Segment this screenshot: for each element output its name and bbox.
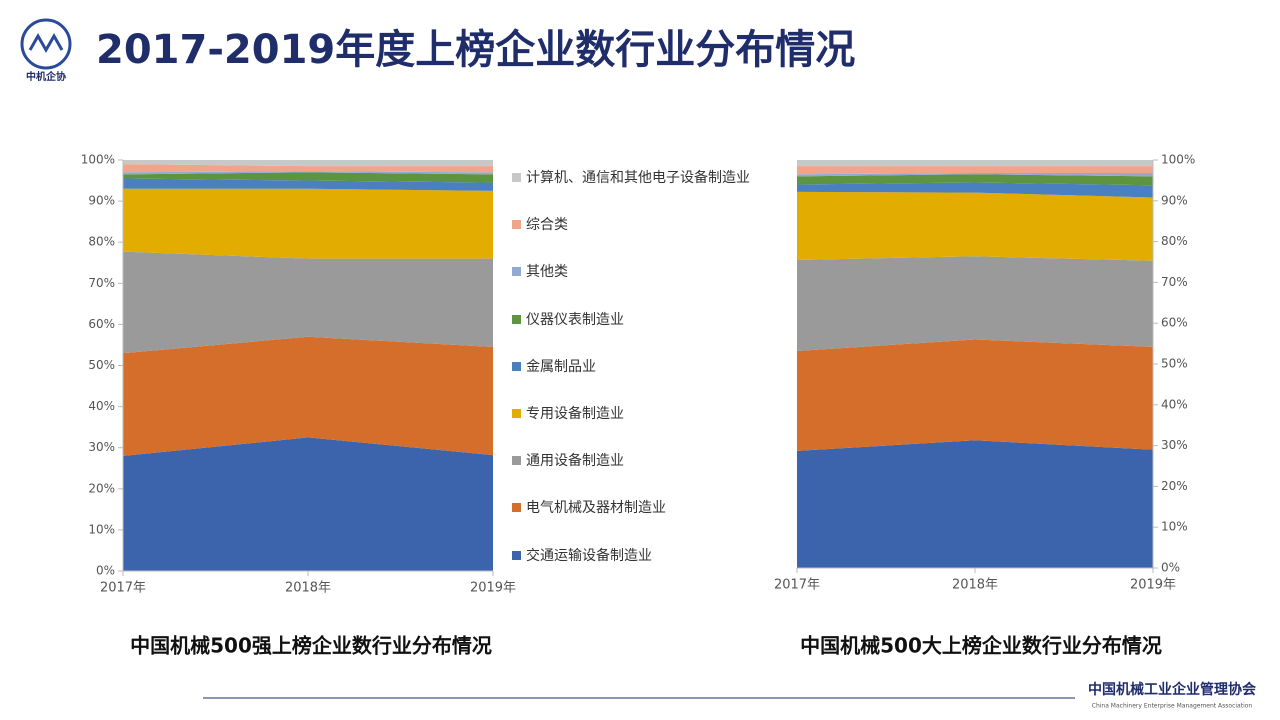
y-tick-label: 80% bbox=[1161, 234, 1188, 248]
legend-label: 通用设备制造业 bbox=[526, 453, 624, 470]
y-tick-label: 60% bbox=[1161, 316, 1188, 330]
logo-mark bbox=[28, 32, 64, 54]
y-tick-label: 10% bbox=[88, 522, 115, 536]
x-tick-label: 2019年 bbox=[470, 581, 516, 596]
logo: 中机企协 bbox=[20, 18, 72, 83]
area bbox=[797, 440, 1153, 568]
area bbox=[797, 339, 1153, 451]
y-tick-label: 20% bbox=[1161, 479, 1188, 493]
area bbox=[797, 256, 1153, 351]
y-tick-label: 80% bbox=[88, 235, 115, 249]
y-tick-label: 40% bbox=[1161, 397, 1188, 411]
legend-item: 金属制品业 bbox=[510, 353, 758, 381]
y-tick-label: 90% bbox=[1161, 193, 1188, 207]
y-tick-label: 0% bbox=[96, 564, 115, 578]
chart-title: 中国机械500强上榜企业数行业分布情况 bbox=[130, 634, 492, 658]
slide-title: 2017-2019年度上榜企业数行业分布情况 bbox=[96, 27, 855, 73]
x-tick-label: 2019年 bbox=[1130, 578, 1176, 593]
area bbox=[123, 188, 493, 259]
area bbox=[797, 191, 1153, 261]
y-tick-label: 70% bbox=[1161, 275, 1188, 289]
area bbox=[123, 171, 493, 175]
y-tick-label: 30% bbox=[88, 440, 115, 454]
legend-swatch bbox=[512, 220, 521, 230]
legend-item: 通用设备制造业 bbox=[510, 447, 758, 475]
legend-label: 其他类 bbox=[526, 264, 568, 281]
legend-swatch bbox=[512, 550, 521, 560]
area bbox=[797, 182, 1153, 198]
legend-label: 综合类 bbox=[526, 217, 568, 234]
area bbox=[123, 160, 493, 167]
legend-label: 专用设备制造业 bbox=[526, 406, 624, 422]
x-tick-label: 2018年 bbox=[285, 581, 331, 596]
legend-swatch bbox=[512, 361, 521, 371]
y-tick-label: 70% bbox=[88, 276, 115, 290]
legend-label: 交通运输设备制造业 bbox=[526, 547, 652, 564]
legend-label: 计算机、通信和其他电子设备制造业 bbox=[526, 170, 750, 186]
y-tick-label: 100% bbox=[1161, 153, 1195, 167]
chart-title: 中国机械500大上榜企业数行业分布情况 bbox=[800, 634, 1162, 658]
y-tick-label: 60% bbox=[88, 317, 115, 331]
legend-item: 专用设备制造业 bbox=[510, 400, 758, 428]
legend-item: 交通运输设备制造业 bbox=[510, 542, 758, 570]
legend-swatch bbox=[512, 409, 521, 418]
legend-item: 仪器仪表制造业 bbox=[510, 306, 758, 334]
area bbox=[123, 164, 493, 173]
area bbox=[797, 174, 1153, 186]
x-tick-label: 2018年 bbox=[952, 578, 998, 593]
area bbox=[123, 336, 493, 456]
area bbox=[123, 251, 493, 354]
area bbox=[797, 160, 1153, 167]
legend-item: 电气机械及器材制造业 bbox=[510, 494, 758, 522]
legend-swatch bbox=[512, 456, 521, 466]
legend-swatch bbox=[512, 314, 521, 324]
y-tick-label: 0% bbox=[1161, 561, 1180, 575]
area bbox=[123, 172, 493, 183]
legend-swatch bbox=[512, 267, 521, 277]
legend-swatch bbox=[512, 173, 521, 182]
legend-item: 综合类 bbox=[510, 211, 758, 239]
x-tick-label: 2017年 bbox=[100, 581, 146, 596]
legend-item: 计算机、通信和其他电子设备制造业 bbox=[510, 164, 758, 192]
y-tick-label: 50% bbox=[1161, 357, 1188, 371]
y-tick-label: 30% bbox=[1161, 438, 1188, 452]
y-tick-label: 50% bbox=[88, 358, 115, 372]
x-tick-label: 2017年 bbox=[774, 578, 820, 593]
legend-label: 金属制品业 bbox=[526, 358, 596, 375]
logo-text: 中机企协 bbox=[26, 70, 66, 83]
legend-label: 仪器仪表制造业 bbox=[526, 311, 624, 328]
y-tick-label: 20% bbox=[88, 481, 115, 495]
legend-label: 电气机械及器材制造业 bbox=[526, 500, 666, 517]
area bbox=[797, 173, 1153, 177]
legend-item: 其他类 bbox=[510, 258, 758, 286]
y-tick-label: 40% bbox=[88, 399, 115, 413]
footer-org: 中国机械工业企业管理协会 bbox=[1088, 681, 1257, 698]
logo-ring bbox=[20, 18, 72, 70]
footer-org-en: China Machinery Enterprise Management As… bbox=[1092, 703, 1253, 710]
area bbox=[123, 437, 493, 571]
y-tick-label: 10% bbox=[1161, 520, 1188, 534]
y-tick-label: 100% bbox=[81, 153, 115, 167]
area bbox=[797, 166, 1153, 175]
legend-swatch bbox=[512, 503, 521, 513]
y-tick-label: 90% bbox=[88, 194, 115, 208]
